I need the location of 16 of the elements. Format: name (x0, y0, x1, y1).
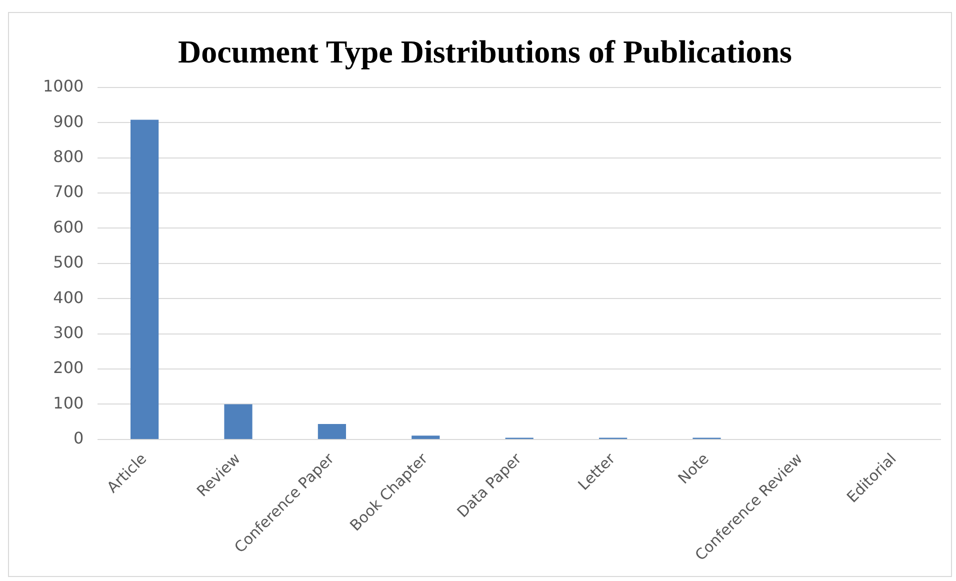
y-tick-label: 700 (53, 182, 84, 202)
y-tick-label: 500 (53, 252, 84, 272)
y-tick-label: 100 (53, 393, 84, 412)
y-tick-label: 1000 (43, 76, 84, 96)
y-tick-label: 600 (53, 217, 84, 236)
y-tick-label: 200 (53, 358, 84, 378)
bar (412, 436, 440, 439)
y-tick-label: 300 (53, 322, 84, 342)
y-tick-label: 800 (53, 146, 84, 166)
bar (130, 120, 159, 439)
y-tick-label: 900 (53, 112, 84, 131)
chart-title: Document Type Distributions of Publications (178, 33, 792, 70)
bar (318, 424, 346, 439)
bar (224, 404, 252, 439)
y-tick-label: 0 (74, 428, 84, 448)
y-tick-label: 400 (53, 288, 84, 307)
